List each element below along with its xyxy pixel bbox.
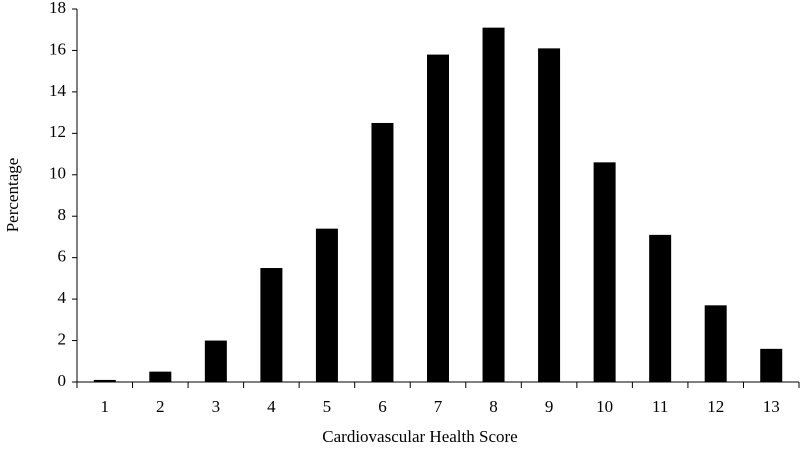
bar xyxy=(149,371,172,382)
y-tick-label: 8 xyxy=(58,205,67,224)
x-tick-label: 7 xyxy=(434,397,443,416)
x-tick-label: 11 xyxy=(652,397,668,416)
x-tick-label: 8 xyxy=(489,397,498,416)
bar xyxy=(538,48,561,382)
x-tick-label: 4 xyxy=(267,397,276,416)
bar xyxy=(204,340,227,382)
y-axis-label: Percentage xyxy=(3,158,22,233)
bar xyxy=(260,268,283,382)
bar xyxy=(427,54,449,382)
x-tick-label: 6 xyxy=(378,397,387,416)
bar xyxy=(315,228,338,382)
y-tick-label: 16 xyxy=(49,39,66,58)
y-tick-label: 0 xyxy=(58,371,67,390)
x-tick-label: 1 xyxy=(101,397,110,416)
y-tick-label: 10 xyxy=(49,164,66,183)
bar xyxy=(371,122,394,382)
x-tick-label: 2 xyxy=(156,397,165,416)
y-tick-label: 2 xyxy=(58,329,67,348)
y-tick-label: 6 xyxy=(58,247,67,266)
x-tick-label: 9 xyxy=(545,397,554,416)
x-tick-label: 5 xyxy=(323,397,332,416)
bar xyxy=(482,27,505,383)
bar xyxy=(93,379,116,382)
y-tick-label: 18 xyxy=(49,0,66,17)
y-tick-label: 14 xyxy=(49,81,67,100)
y-tick-label: 4 xyxy=(58,288,67,307)
bar xyxy=(593,162,616,382)
x-tick-label: 3 xyxy=(212,397,221,416)
x-tick-label: 10 xyxy=(596,397,613,416)
x-tick-label: 12 xyxy=(707,397,724,416)
y-tick-label: 12 xyxy=(49,122,66,141)
bar xyxy=(704,305,727,382)
x-tick-label: 13 xyxy=(763,397,780,416)
bar xyxy=(649,234,672,382)
x-axis-label: Cardiovascular Health Score xyxy=(322,427,517,446)
bar xyxy=(760,348,783,382)
